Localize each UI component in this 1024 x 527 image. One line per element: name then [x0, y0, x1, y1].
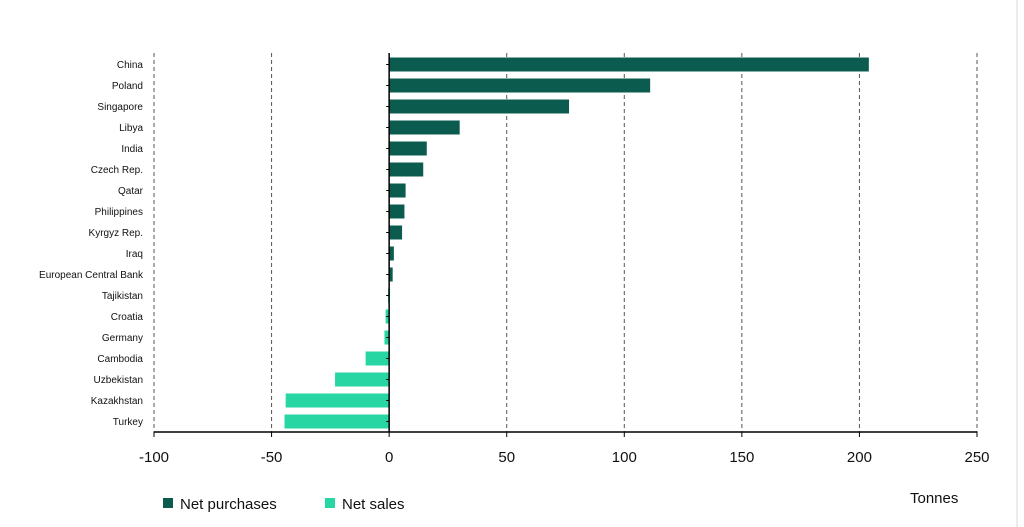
x-tick-label: 150 [729, 449, 754, 466]
bar-uzbekistan [335, 372, 390, 387]
axes [153, 53, 978, 437]
category-label-philippines: Philippines [95, 207, 143, 218]
x-tick-label: 200 [847, 449, 872, 466]
x-tick-label: -100 [139, 449, 169, 466]
bar-czech-rep [389, 162, 424, 177]
category-label-libya: Libya [119, 123, 143, 134]
category-label-cambodia: Cambodia [97, 354, 143, 365]
bar-turkey [284, 414, 390, 429]
bar-qatar [389, 183, 406, 198]
legend-label-net-sales: Net sales [342, 496, 405, 513]
legend-label-net-purchases: Net purchases [180, 496, 277, 513]
x-tick-label: 50 [498, 449, 515, 466]
category-label-tajikistan: Tajikistan [102, 291, 143, 302]
category-label-iraq: Iraq [126, 249, 143, 260]
bar-cambodia [365, 351, 390, 366]
bar-libya [389, 120, 460, 135]
x-tick-labels: -100 -50 0 50 100 150 200 250 [139, 449, 990, 466]
x-axis-unit-label: Tonnes [910, 490, 958, 507]
category-label-qatar: Qatar [118, 186, 144, 197]
category-label-china: China [117, 60, 144, 71]
category-label-india: India [121, 144, 143, 155]
category-label-uzbekistan: Uzbekistan [94, 375, 143, 386]
category-label-czech-rep: Czech Rep. [91, 165, 143, 176]
bar-singapore [389, 99, 570, 114]
bar-kyrgyz-rep [389, 225, 403, 240]
bar-china [389, 57, 869, 72]
bar-european-central-bank [389, 267, 393, 282]
bars [284, 57, 869, 429]
bar-philippines [389, 204, 405, 219]
x-tick-label: 100 [612, 449, 637, 466]
grid-lines [153, 53, 978, 432]
bar-india [389, 141, 427, 156]
legend-swatch-net-purchases [163, 498, 173, 508]
category-label-croatia: Croatia [111, 312, 144, 323]
x-tick-label: 0 [385, 449, 393, 466]
bar-kazakhstan [285, 393, 390, 408]
category-label-turkey: Turkey [113, 417, 143, 428]
category-label-poland: Poland [112, 81, 143, 92]
category-label-european-central-bank: European Central Bank [39, 270, 144, 281]
category-label-singapore: Singapore [97, 102, 143, 113]
category-label-kazakhstan: Kazakhstan [91, 396, 143, 407]
legend-swatch-net-sales [325, 498, 335, 508]
x-tick-label: 250 [964, 449, 989, 466]
legend: Net purchases Net sales [163, 496, 405, 513]
bar-iraq [389, 246, 394, 261]
category-labels: China Poland Singapore Libya India Czech Rep.… [39, 60, 144, 428]
bar-poland [389, 78, 651, 93]
category-label-germany: Germany [102, 333, 143, 344]
x-tick-label: -50 [261, 449, 283, 466]
category-label-kyrgyz-rep: Kyrgyz Rep. [89, 228, 143, 239]
